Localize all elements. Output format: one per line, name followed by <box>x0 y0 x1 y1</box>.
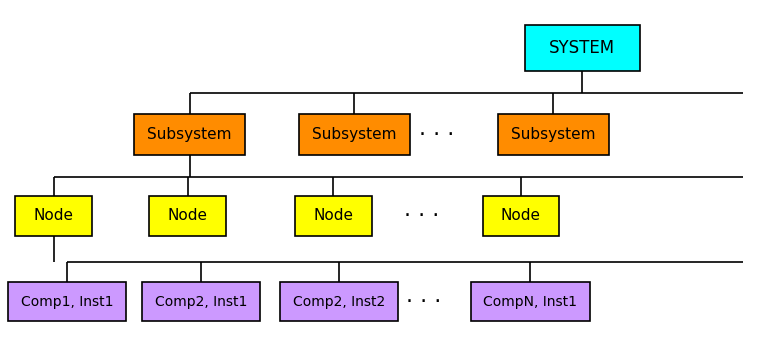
FancyBboxPatch shape <box>295 196 372 236</box>
Text: Node: Node <box>168 208 208 223</box>
Text: · · ·: · · · <box>404 206 439 226</box>
Text: Comp2, Inst1: Comp2, Inst1 <box>155 295 247 309</box>
FancyBboxPatch shape <box>280 282 398 321</box>
Text: · · ·: · · · <box>419 125 454 145</box>
Text: Subsystem: Subsystem <box>312 127 397 142</box>
FancyBboxPatch shape <box>471 282 590 321</box>
FancyBboxPatch shape <box>149 196 226 236</box>
FancyBboxPatch shape <box>142 282 260 321</box>
FancyBboxPatch shape <box>8 282 126 321</box>
FancyBboxPatch shape <box>299 114 410 155</box>
Text: SYSTEM: SYSTEM <box>549 39 615 57</box>
Text: Node: Node <box>501 208 541 223</box>
FancyBboxPatch shape <box>134 114 245 155</box>
Text: Node: Node <box>34 208 74 223</box>
FancyBboxPatch shape <box>525 25 640 71</box>
Text: Subsystem: Subsystem <box>147 127 232 142</box>
Text: Subsystem: Subsystem <box>511 127 596 142</box>
FancyBboxPatch shape <box>483 196 559 236</box>
Text: Comp2, Inst2: Comp2, Inst2 <box>293 295 385 309</box>
FancyBboxPatch shape <box>15 196 92 236</box>
Text: Node: Node <box>313 208 353 223</box>
Text: Comp1, Inst1: Comp1, Inst1 <box>21 295 113 309</box>
Text: · · ·: · · · <box>406 292 441 312</box>
FancyBboxPatch shape <box>498 114 609 155</box>
Text: CompN, Inst1: CompN, Inst1 <box>483 295 578 309</box>
